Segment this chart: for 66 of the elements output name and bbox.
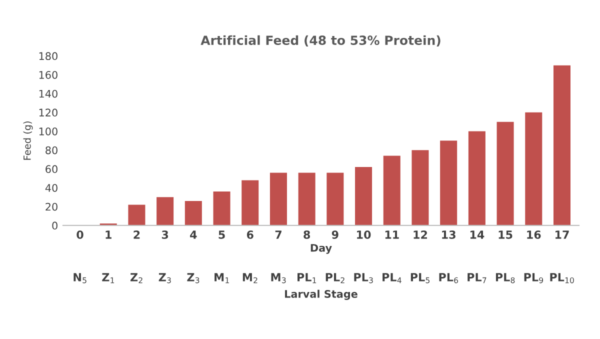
y-tick-label: 160	[39, 70, 58, 79]
text: PL$_{7}$	[468, 273, 486, 284]
text: Z$_{3}$	[187, 273, 200, 284]
bar	[383, 156, 400, 226]
x-tick-label: 0	[76, 230, 84, 239]
x-tick-label: 7	[275, 230, 282, 239]
text: Z$_{3}$	[158, 273, 171, 284]
text: N$_{5}$	[74, 273, 86, 284]
x-tick-label: 17	[556, 230, 569, 239]
bar	[553, 65, 570, 226]
x-tick-label: 1	[106, 230, 112, 239]
text: PL$_{4}$	[382, 273, 402, 284]
bar	[270, 172, 287, 226]
bar	[128, 204, 146, 226]
y-tick-label: 20	[46, 202, 58, 211]
x-axis-title: Day	[310, 244, 332, 254]
text: PL$_{5}$	[410, 273, 430, 284]
x-tick-label: 12	[414, 230, 427, 239]
text: PL$_{9}$	[524, 273, 544, 284]
y-tick-label: 40	[45, 184, 58, 192]
text: Larval Stage	[285, 290, 358, 300]
bar	[242, 180, 259, 226]
x-tick-label: 11	[385, 230, 399, 239]
bar	[298, 172, 316, 226]
text: M$_{1}$	[214, 273, 229, 284]
bar	[355, 167, 372, 226]
text: PL$_{10}$	[550, 273, 574, 284]
text: PL$_{6}$	[439, 273, 458, 284]
y-tick-label: 80	[46, 146, 58, 154]
bar	[525, 112, 542, 226]
x-tick-label: 10	[357, 230, 371, 239]
bar	[468, 131, 486, 226]
text: M$_{2}$	[242, 273, 258, 284]
x-tick-label: 5	[218, 230, 225, 239]
text: PL$_{8}$	[496, 273, 515, 284]
y-tick-label: 100	[39, 127, 58, 136]
y-tick-label: 140	[39, 90, 58, 98]
x-tick-label: 14	[470, 230, 484, 239]
bar	[440, 140, 458, 226]
text: Z$_{2}$	[130, 273, 142, 284]
x-tick-label: 15	[498, 230, 512, 239]
bar	[496, 122, 514, 226]
y-axis-title: Feed (g)	[23, 122, 33, 160]
x-tick-label: 6	[246, 230, 254, 239]
text: PL$_{2}$	[326, 273, 344, 284]
text: PL$_{1}$	[298, 273, 316, 284]
x-tick-label: 13	[442, 230, 456, 239]
bar	[184, 200, 202, 226]
bar	[213, 192, 230, 226]
x-tick-label: 9	[332, 230, 338, 239]
x-tick-label: 2	[134, 230, 140, 239]
bar	[412, 150, 429, 226]
text: Z$_{1}$	[102, 273, 114, 284]
x-tick-label: 8	[304, 230, 310, 239]
y-tick-label: 60	[46, 165, 58, 174]
text: PL$_{3}$	[354, 273, 373, 284]
text: M$_{3}$	[271, 273, 286, 284]
chart-title: Artificial Feed (48 to 53% Protein)	[200, 35, 440, 46]
y-tick-label: 0	[52, 222, 58, 230]
x-tick-label: 16	[527, 230, 541, 239]
bar	[156, 197, 174, 226]
y-tick-label: 120	[39, 108, 58, 117]
bar	[326, 172, 344, 226]
x-tick-label: 4	[190, 230, 197, 239]
x-tick-label: 3	[162, 230, 168, 239]
y-tick-label: 180	[39, 52, 58, 60]
